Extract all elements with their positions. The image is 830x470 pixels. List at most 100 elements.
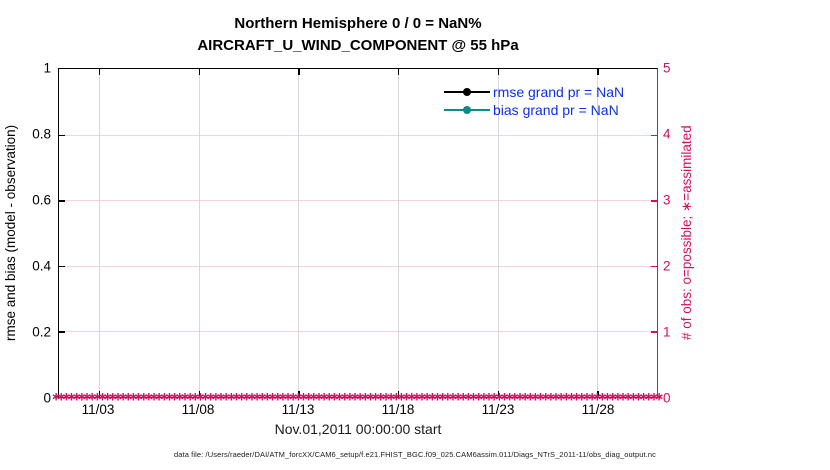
obs-marker: ∗ [416, 389, 427, 404]
legend-label: rmse grand pr = NaN [493, 84, 625, 100]
right-axis-tick [651, 265, 657, 268]
obs-marker: ∗ [190, 389, 201, 404]
right-axis-tick [651, 134, 657, 137]
left-axis-tick [59, 265, 65, 268]
obs-marker: ∗ [380, 389, 391, 404]
obs-marker: ∗ [586, 389, 598, 404]
obs-marker: ∗ [422, 389, 433, 404]
x-axis-tick-top [198, 69, 201, 75]
obs-marker: ∗ [623, 389, 634, 404]
left-tick-label: 0.2 [32, 324, 51, 340]
legend-line-sample [444, 88, 490, 96]
obs-marker: ∗ [360, 389, 371, 404]
obs-marker: ∗ [251, 389, 263, 404]
obs-marker: ∗ [241, 389, 252, 404]
obs-marker: ∗ [633, 389, 644, 404]
x-axis-tick-top [597, 69, 599, 75]
left-axis-tick [59, 134, 65, 137]
left-tick-label: 0 [43, 390, 51, 406]
horizontal-gridline [59, 134, 657, 136]
x-axis-label: Nov.01,2011 00:00:00 start [274, 421, 442, 437]
obs-marker: ∗ [236, 389, 247, 404]
horizontal-gridline [59, 265, 657, 267]
obs-marker: ∗ [97, 389, 108, 404]
obs-marker: ∗ [262, 389, 273, 404]
obs-marker: ∗ [478, 389, 489, 404]
obs-marker: ∗ [576, 389, 587, 404]
obs-marker: ∗ [334, 389, 345, 404]
obs-marker: ∗ [458, 389, 469, 404]
obs-marker: ∗ [638, 389, 649, 404]
obs-marker: ∗ [148, 389, 159, 404]
obs-marker: ∗ [391, 389, 402, 404]
obs-marker: ∗ [313, 389, 324, 404]
chart-title: Northern Hemisphere 0 / 0 = NaN% AIRCRAF… [58, 13, 658, 57]
obs-marker: ∗ [195, 389, 206, 404]
legend-entry: bias grand pr = NaN [444, 101, 624, 119]
obs-marker: ∗ [92, 389, 103, 404]
legend: rmse grand pr = NaN bias grand pr = NaN [444, 83, 624, 119]
obs-marker: ∗ [277, 389, 288, 404]
obs-marker: ∗ [318, 389, 330, 404]
chart-title-line2: AIRCRAFT_U_WIND_COMPONENT @ 55 hPa [197, 37, 519, 54]
left-axis-tick [59, 200, 65, 202]
obs-marker: ∗ [267, 389, 278, 404]
obs-marker: ∗ [550, 389, 561, 404]
obs-marker: ∗ [76, 389, 87, 404]
vertical-gridline [397, 69, 399, 397]
obs-marker: ∗ [602, 389, 613, 404]
obs-marker: ∗ [452, 389, 464, 404]
obs-marker: ∗ [592, 389, 603, 404]
x-axis-tick [397, 391, 400, 397]
obs-marker: ∗ [494, 389, 505, 404]
obs-marker: ∗ [607, 389, 618, 404]
obs-marker: ∗ [581, 389, 592, 404]
obs-marker: ∗ [308, 389, 319, 404]
obs-marker: ∗ [597, 389, 608, 404]
x-axis-tick [198, 391, 201, 397]
plot-area: rmse grand pr = NaN bias grand pr = NaN ∗… [51, 68, 664, 404]
vertical-gridline [298, 69, 300, 397]
obs-count-marker-band: ∗ ∗ ∗ ∗ ∗ ∗ ∗ ∗ ∗ ∗ ∗ ∗ ∗ ∗ ∗ ∗ ∗ ∗ ∗ ∗ ∗ ∗ ∗ ∗ ∗ ∗ ∗ ∗ ∗ ∗ ∗ ∗ ∗ ∗ ∗ ∗ ∗ ∗ ∗ ∗… [51, 389, 664, 405]
obs-marker: ∗ [648, 389, 659, 404]
obs-marker: ∗ [442, 389, 453, 404]
right-tick-label: 2 [663, 258, 671, 274]
obs-marker: ∗ [535, 389, 546, 404]
x-axis-tick [497, 391, 500, 397]
obs-marker: ∗ [205, 389, 216, 404]
x-axis-tick-top [298, 69, 300, 75]
obs-marker: ∗ [499, 389, 510, 404]
obs-marker: ∗ [519, 389, 531, 404]
obs-marker: ∗ [184, 389, 196, 404]
obs-marker: ∗ [375, 389, 386, 404]
obs-marker: ∗ [406, 389, 417, 404]
obs-marker: ∗ [159, 389, 170, 404]
obs-marker: ∗ [339, 389, 350, 404]
obs-marker: ∗ [81, 389, 92, 404]
x-tick-label: 11/28 [581, 402, 615, 417]
obs-marker: ∗ [164, 389, 175, 404]
vertical-gridline [497, 69, 499, 397]
obs-marker: ∗ [545, 389, 556, 404]
obs-marker: ∗ [138, 389, 149, 404]
left-tick-label: 1 [43, 60, 51, 76]
obs-marker: ∗ [71, 389, 82, 404]
vertical-gridline [198, 69, 200, 397]
x-tick-label: 11/23 [481, 402, 515, 417]
obs-marker: ∗ [169, 389, 180, 404]
obs-marker: ∗ [401, 389, 412, 404]
left-axis-tick [59, 331, 65, 333]
right-tick-label: 3 [663, 192, 671, 208]
obs-marker: ∗ [504, 389, 515, 404]
right-tick-labels: 0 1 2 3 4 5 [663, 61, 703, 406]
left-tick-labels: 0 0.2 0.4 0.6 0.8 1 [0, 61, 51, 406]
x-tick-labels: 11/03 11/08 11/13 11/18 11/23 11/28 [58, 402, 658, 420]
obs-marker: ∗ [483, 389, 494, 404]
obs-marker: ∗ [628, 389, 639, 404]
obs-marker: ∗ [525, 389, 536, 404]
obs-marker: ∗ [437, 389, 448, 404]
obs-marker: ∗ [154, 389, 165, 404]
vertical-gridline [597, 69, 599, 397]
obs-marker: ∗ [303, 389, 314, 404]
obs-marker: ∗ [427, 389, 438, 404]
